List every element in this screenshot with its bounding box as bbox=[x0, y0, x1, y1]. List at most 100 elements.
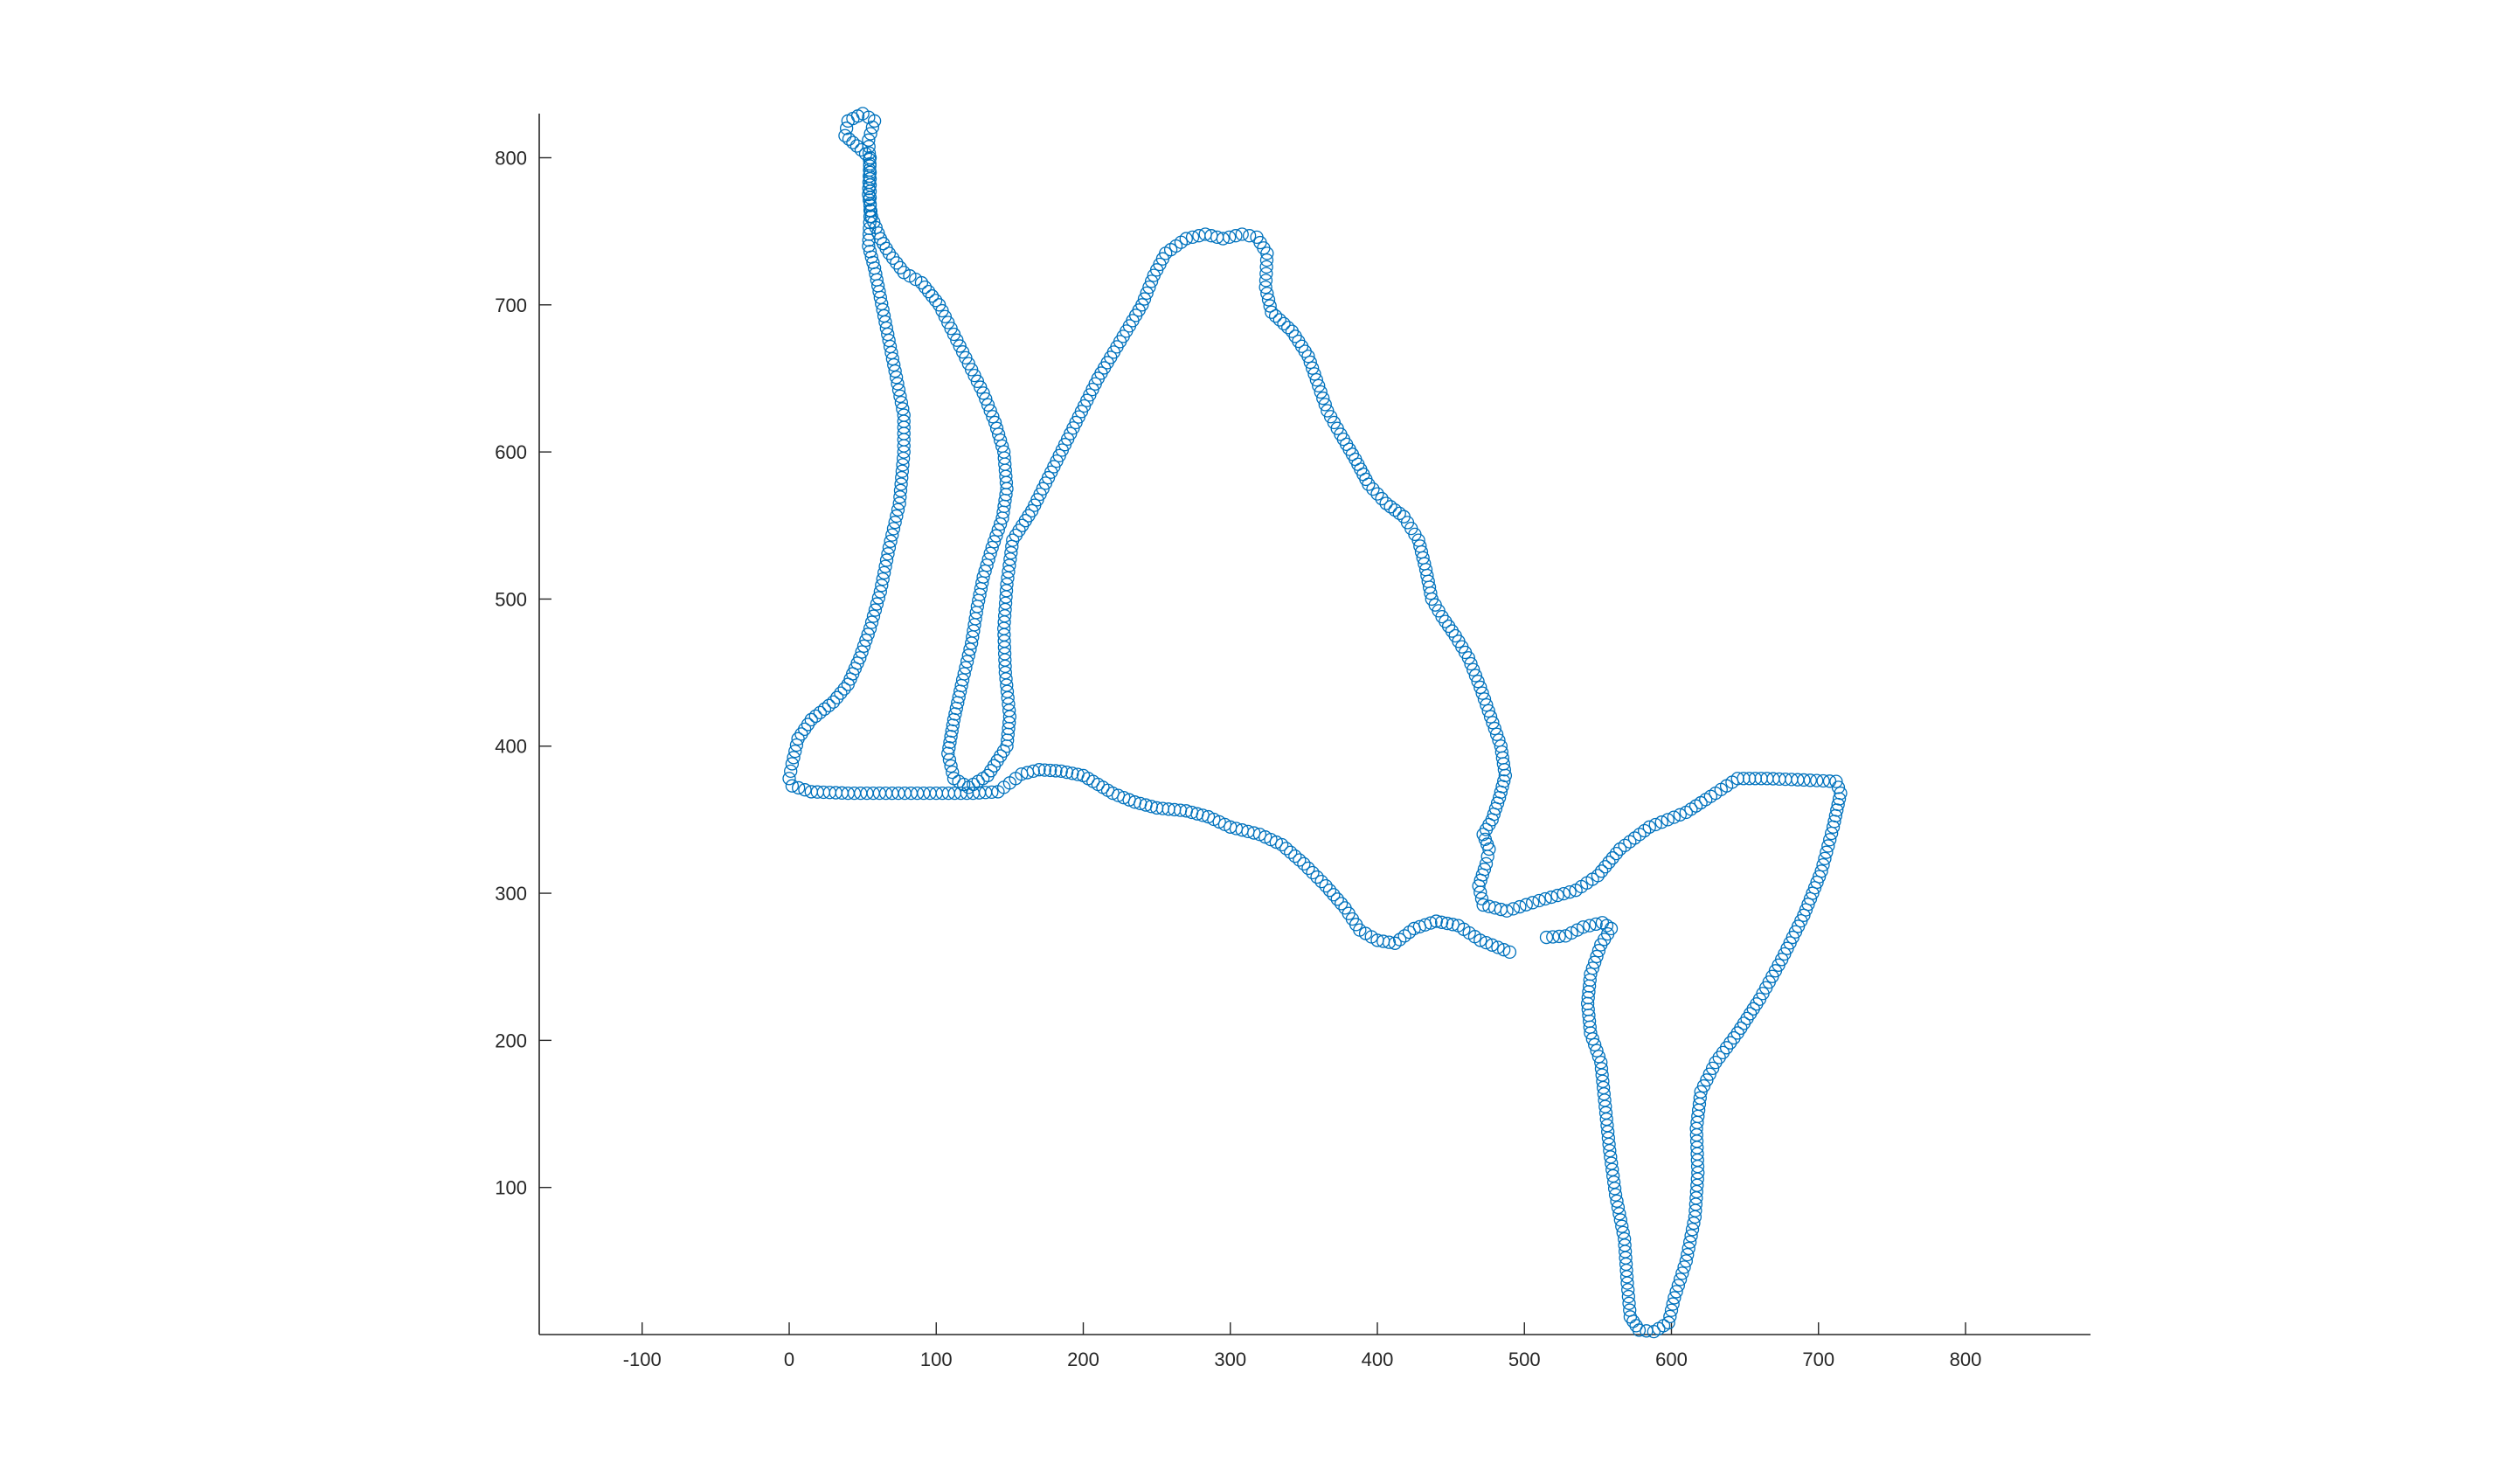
scatter-point bbox=[1489, 727, 1504, 741]
scatter-point bbox=[1402, 926, 1417, 940]
scatter-point bbox=[1633, 828, 1647, 842]
scatter-point bbox=[921, 285, 936, 299]
scatter-point bbox=[1595, 916, 1610, 930]
scatter-point bbox=[1297, 856, 1311, 871]
scatter-point bbox=[1688, 1210, 1702, 1224]
scatter-point bbox=[881, 547, 895, 561]
scatter-point bbox=[864, 615, 879, 629]
scatter-point bbox=[1821, 839, 1835, 853]
scatter-point bbox=[871, 226, 885, 240]
scatter-point bbox=[961, 648, 975, 662]
scatter-point bbox=[1309, 372, 1323, 387]
scatter-point bbox=[1479, 935, 1494, 950]
scatter-point bbox=[1605, 1156, 1619, 1170]
scatter-point bbox=[1383, 500, 1397, 514]
scatter-point bbox=[1330, 892, 1344, 906]
scatter-point bbox=[1314, 385, 1328, 399]
scatter-point bbox=[1002, 558, 1016, 572]
scatter-point bbox=[1310, 870, 1324, 884]
scatter-point bbox=[1471, 675, 1485, 689]
scatter-point bbox=[1054, 764, 1068, 779]
scatter-point bbox=[1683, 1235, 1697, 1249]
scatter-point bbox=[1322, 884, 1337, 898]
scatter-point bbox=[995, 511, 1009, 525]
scatter-point bbox=[1648, 817, 1662, 832]
scatter-point bbox=[1279, 842, 1293, 856]
scatter-point bbox=[785, 757, 800, 771]
scatter-point bbox=[897, 408, 911, 422]
scatter-point bbox=[1591, 869, 1605, 883]
scatter-point bbox=[1319, 878, 1333, 893]
scatter-point bbox=[893, 260, 907, 274]
scatter-point bbox=[1037, 763, 1051, 777]
scatter-point bbox=[1705, 1061, 1720, 1075]
scatter-point bbox=[785, 779, 800, 793]
scatter-point bbox=[798, 783, 812, 797]
scatter-point bbox=[1301, 861, 1315, 876]
scatter-point bbox=[784, 764, 798, 779]
scatter-point bbox=[1480, 849, 1494, 863]
scatter-point bbox=[842, 132, 856, 146]
scatter-point bbox=[1307, 367, 1321, 381]
scatter-point bbox=[1472, 878, 1486, 893]
x-tick-label: 600 bbox=[1655, 1349, 1688, 1370]
y-tick-label: 700 bbox=[495, 295, 527, 316]
scatter-point bbox=[979, 392, 993, 406]
scatter-point bbox=[1598, 860, 1612, 874]
scatter-point bbox=[830, 690, 844, 704]
scatter-point bbox=[1424, 586, 1438, 600]
scatter-point bbox=[1451, 919, 1466, 933]
scatter-point bbox=[891, 383, 906, 397]
scatter-point bbox=[863, 621, 877, 635]
scatter-point bbox=[794, 727, 808, 741]
scatter-point bbox=[1661, 813, 1675, 827]
scatter-point bbox=[1480, 697, 1494, 712]
scatter-point bbox=[974, 380, 988, 394]
scatter-point bbox=[871, 591, 886, 605]
scatter-point bbox=[1281, 321, 1295, 335]
scatter-point bbox=[1526, 896, 1540, 910]
scatter-point bbox=[1546, 930, 1560, 944]
scatter-point bbox=[891, 503, 905, 517]
scatter-point bbox=[1259, 253, 1274, 267]
scatter-point bbox=[1799, 903, 1813, 917]
scatter-point bbox=[876, 572, 890, 586]
scatter-point bbox=[1003, 552, 1017, 566]
scatter-point bbox=[1485, 938, 1499, 952]
scatter-point bbox=[1002, 565, 1016, 579]
scatter-point bbox=[1497, 943, 1511, 957]
scatter-point bbox=[1679, 1254, 1693, 1268]
scatter-point bbox=[967, 368, 981, 383]
scatter-point bbox=[1071, 767, 1085, 781]
scatter-point bbox=[798, 722, 812, 737]
scatter-point bbox=[1544, 890, 1558, 905]
scatter-point bbox=[866, 609, 881, 623]
scatter-point bbox=[1260, 246, 1274, 260]
x-tick-label: 0 bbox=[784, 1349, 794, 1370]
scatter-point bbox=[1723, 1036, 1737, 1050]
scatter-point bbox=[1669, 1285, 1683, 1299]
scatter-point bbox=[986, 410, 1000, 424]
scatter-point bbox=[1615, 1219, 1629, 1233]
y-tick-label: 800 bbox=[495, 147, 527, 169]
scatter-point bbox=[959, 661, 973, 675]
scatter-point bbox=[1001, 571, 1015, 586]
scatter-point bbox=[1000, 577, 1014, 592]
scatter-point bbox=[1334, 897, 1349, 911]
y-tick-label: 200 bbox=[495, 1030, 527, 1051]
scatter-point bbox=[946, 765, 960, 780]
y-tick-label: 100 bbox=[495, 1177, 527, 1199]
scatter-point bbox=[1605, 1162, 1619, 1176]
scatter-point bbox=[1622, 1296, 1636, 1310]
scatter-point bbox=[894, 395, 909, 410]
scatter-point bbox=[1259, 260, 1273, 274]
scatter-point bbox=[896, 402, 910, 416]
scatter-point bbox=[1594, 864, 1609, 878]
scatter-point bbox=[1440, 916, 1454, 931]
scatter-point bbox=[1491, 940, 1505, 954]
scatter-point bbox=[1810, 773, 1824, 787]
scatter-point bbox=[1076, 768, 1091, 783]
scatter-point bbox=[1688, 1203, 1702, 1217]
scatter-point bbox=[1477, 692, 1492, 706]
